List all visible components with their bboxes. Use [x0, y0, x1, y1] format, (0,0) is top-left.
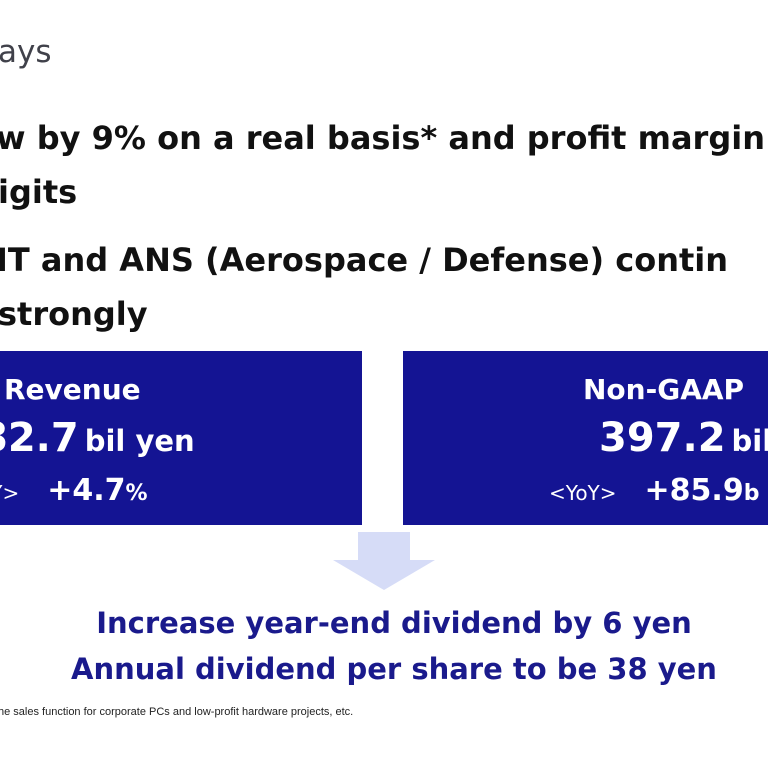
non-gaap-yoy-tag: <YoY> [549, 481, 617, 505]
bullet-segments-continued: strongly [0, 295, 148, 333]
non-gaap-yoy: <YoY> +85.9b [549, 473, 759, 508]
non-gaap-label: Non-GAAP [583, 373, 745, 406]
slide-title: ays [0, 34, 52, 70]
bullet-revenue-growth: w by 9% on a real basis* and profit marg… [0, 119, 765, 157]
footnote: he sales function for corporate PCs and … [0, 706, 354, 718]
dividend-increase-text: Increase year-end dividend by 6 yen [96, 606, 692, 640]
non-gaap-yoy-value: +85.9 [644, 473, 744, 508]
annual-dividend-text: Annual dividend per share to be 38 yen [71, 652, 717, 686]
revenue-yoy: oY> +4.7% [0, 473, 148, 508]
revenue-amount: 82.7 [0, 415, 79, 461]
non-gaap-value: 397.2 bil [599, 415, 768, 461]
revenue-yoy-tag: oY> [0, 481, 20, 505]
revenue-label: Revenue [4, 373, 141, 406]
bullet-segments: IT and ANS (Aerospace / Defense) contin [0, 241, 729, 279]
non-gaap-unit: bil [731, 424, 768, 458]
revenue-yoy-value: +4.7 [47, 473, 126, 508]
non-gaap-yoy-suffix: b [743, 481, 760, 506]
non-gaap-amount: 397.2 [599, 415, 726, 461]
revenue-unit: bil yen [84, 424, 195, 458]
down-arrow-icon [333, 532, 435, 590]
non-gaap-panel: Non-GAAP 397.2 bil <YoY> +85.9b [403, 351, 768, 525]
bullet-revenue-growth-continued: igits [0, 173, 78, 211]
revenue-yoy-suffix: % [125, 481, 148, 506]
